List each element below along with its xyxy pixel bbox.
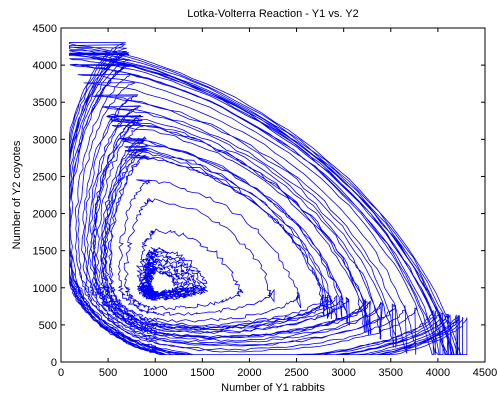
x-tick-label: 1500	[190, 367, 214, 379]
x-tick-label: 2500	[284, 367, 308, 379]
y-tick-label: 4000	[33, 60, 57, 72]
chart-title: Lotka-Volterra Reaction - Y1 vs. Y2	[187, 8, 358, 20]
plot-border	[60, 27, 486, 363]
x-tick-label: 1000	[143, 367, 167, 379]
y-tick-label: 1000	[33, 283, 57, 295]
y-tick-label: 3500	[33, 97, 57, 109]
x-tick-label: 2000	[237, 367, 261, 379]
trajectory-layer	[69, 41, 468, 355]
x-tick-label: 0	[58, 367, 64, 379]
x-axis-title: Number of Y1 rabbits	[221, 382, 325, 394]
y-axis-title: Number of Y2 coyotes	[11, 140, 23, 249]
y-tick-label: 1500	[33, 246, 57, 258]
phase-trajectory-line	[69, 41, 468, 355]
x-tick-label: 4500	[473, 367, 497, 379]
y-tick-label: 0	[51, 357, 57, 369]
x-tick-label: 3000	[331, 367, 355, 379]
y-tick-label: 2000	[33, 209, 57, 221]
y-axis-ticks: 0 500 1000 1500 2000 2500 3000 3500 4000 4500	[33, 23, 485, 369]
x-tick-label: 3500	[379, 367, 403, 379]
y-tick-label: 3000	[33, 134, 57, 146]
x-tick-label: 4000	[426, 367, 450, 379]
y-tick-label: 2500	[33, 171, 57, 183]
x-tick-label: 500	[99, 367, 117, 379]
plot-area	[61, 28, 485, 362]
y-tick-label: 4500	[33, 23, 57, 35]
x-axis-ticks: 0 500 1000 1500 2000 2500 3000 3500 4000 4500	[58, 28, 497, 379]
y-tick-label: 500	[39, 320, 57, 332]
